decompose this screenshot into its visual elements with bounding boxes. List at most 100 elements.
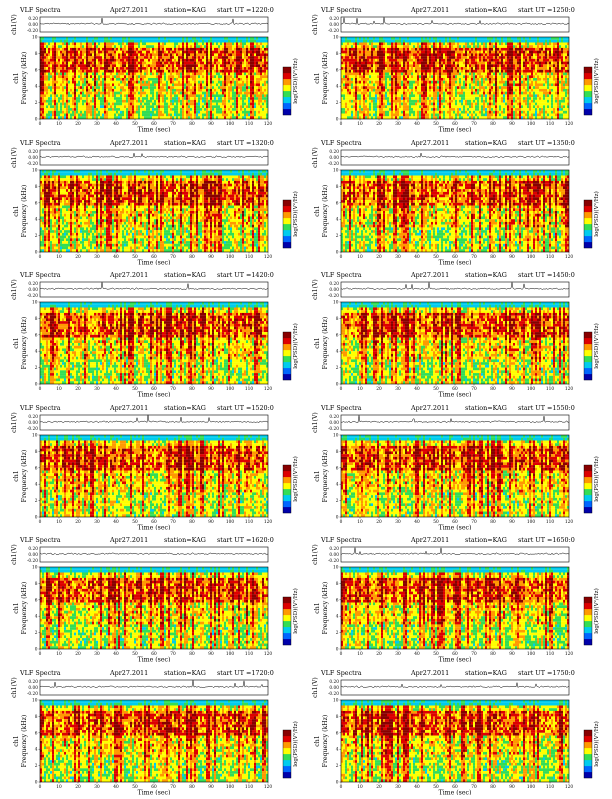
waveform-trace (40, 18, 268, 25)
heatmap-cell (260, 81, 262, 84)
heatmap-cell (475, 59, 477, 62)
heatmap-cell (168, 45, 170, 48)
heatmap-cell (126, 103, 128, 106)
heatmap-cell (216, 64, 218, 67)
heatmap-cell (90, 105, 92, 108)
heatmap-cell (497, 70, 499, 73)
heatmap-cell (126, 51, 128, 54)
heatmap-cell (565, 40, 567, 43)
heatmap-cell (222, 48, 224, 51)
heatmap-cell (343, 51, 345, 54)
spectrogram-heatmap (341, 37, 569, 119)
heatmap-cell (435, 45, 437, 48)
heatmap-cell (246, 97, 248, 100)
heatmap-cell (539, 59, 541, 62)
heatmap-cell (238, 111, 240, 114)
heatmap-cell (42, 40, 44, 43)
heatmap-cell (232, 67, 234, 70)
heatmap-cell (142, 111, 144, 114)
heatmap-cell (210, 92, 212, 95)
heatmap-cell (525, 42, 527, 45)
heatmap-cell (373, 40, 375, 43)
heatmap-cell (148, 105, 150, 108)
heatmap-cell (204, 73, 206, 76)
heatmap-cell (138, 97, 140, 100)
heatmap-cell (238, 51, 240, 54)
heatmap-cell (54, 73, 56, 76)
heatmap-cell (44, 37, 46, 40)
heatmap-cell (224, 78, 226, 81)
heatmap-cell (445, 48, 447, 51)
heatmap-cell (413, 48, 415, 51)
heatmap-cell (50, 92, 52, 95)
heatmap-cell (491, 48, 493, 51)
heatmap-cell (439, 59, 441, 62)
heatmap-cell (439, 62, 441, 65)
heatmap-cell (154, 103, 156, 106)
heatmap-cell (74, 53, 76, 56)
heatmap-cell (56, 105, 58, 108)
heatmap-cell (238, 67, 240, 70)
heatmap-cell (236, 105, 238, 108)
heatmap-cell (210, 59, 212, 62)
heatmap-cell (120, 75, 122, 78)
heatmap-cell (104, 70, 106, 73)
heatmap-cell (188, 75, 190, 78)
heatmap-cell (76, 108, 78, 111)
heatmap-cell (142, 67, 144, 70)
heatmap-cell (140, 89, 142, 92)
heatmap-cell (359, 67, 361, 70)
heatmap-cell (256, 108, 258, 111)
heatmap-cell (114, 73, 116, 76)
heatmap-cell (112, 73, 114, 76)
heatmap-cell (529, 64, 531, 67)
heatmap-cell (467, 42, 469, 45)
heatmap-cell (152, 45, 154, 48)
heatmap-cell (481, 70, 483, 73)
heatmap-cell (363, 40, 365, 43)
heatmap-cell (194, 53, 196, 56)
heatmap-cell (375, 59, 377, 62)
heatmap-cell (98, 56, 100, 59)
heatmap-cell (214, 83, 216, 86)
heatmap-cell (48, 75, 50, 78)
heatmap-cell (56, 114, 58, 117)
heatmap-cell (226, 75, 228, 78)
heatmap-cell (252, 40, 254, 43)
heatmap-cell (250, 42, 252, 45)
heatmap-cell (112, 53, 114, 56)
heatmap-cell (94, 92, 96, 95)
heatmap-cell (401, 70, 403, 73)
heatmap-cell (144, 59, 146, 62)
heatmap-cell (88, 48, 90, 51)
heatmap-cell (351, 37, 353, 40)
heatmap-cell (264, 48, 266, 51)
heatmap-cell (134, 105, 136, 108)
heatmap-cell (180, 94, 182, 97)
heatmap-cell (208, 59, 210, 62)
heatmap-cell (421, 45, 423, 48)
heatmap-cell (220, 83, 222, 86)
heatmap-cell (234, 67, 236, 70)
heatmap-cell (359, 37, 361, 40)
heatmap-cell (180, 105, 182, 108)
heatmap-cell (381, 51, 383, 54)
heatmap-cell (148, 48, 150, 51)
heatmap-cell (156, 89, 158, 92)
heatmap-cell (68, 56, 70, 59)
heatmap-cell (162, 51, 164, 54)
heatmap-cell (509, 51, 511, 54)
heatmap-cell (198, 89, 200, 92)
heatmap-cell (437, 59, 439, 62)
heatmap-cell (533, 37, 535, 40)
heatmap-cell (343, 37, 345, 40)
heatmap-cell (72, 59, 74, 62)
heatmap-cell (431, 53, 433, 56)
heatmap-cell (457, 48, 459, 51)
heatmap-cell (72, 97, 74, 100)
heatmap-cell (387, 64, 389, 67)
heatmap-cell (230, 62, 232, 65)
heatmap-cell (188, 100, 190, 103)
heatmap-cell (60, 94, 62, 97)
heatmap-cell (220, 97, 222, 100)
